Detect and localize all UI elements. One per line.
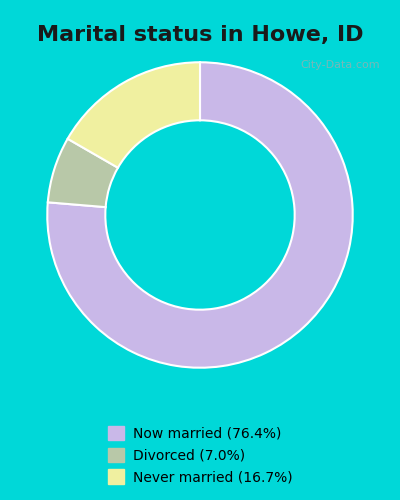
Text: Marital status in Howe, ID: Marital status in Howe, ID [37, 25, 363, 45]
Legend: Now married (76.4%), Divorced (7.0%), Never married (16.7%): Now married (76.4%), Divorced (7.0%), Ne… [102, 420, 298, 490]
Wedge shape [48, 139, 118, 207]
Wedge shape [68, 62, 200, 168]
Wedge shape [47, 62, 353, 368]
Text: City-Data.com: City-Data.com [301, 60, 380, 70]
